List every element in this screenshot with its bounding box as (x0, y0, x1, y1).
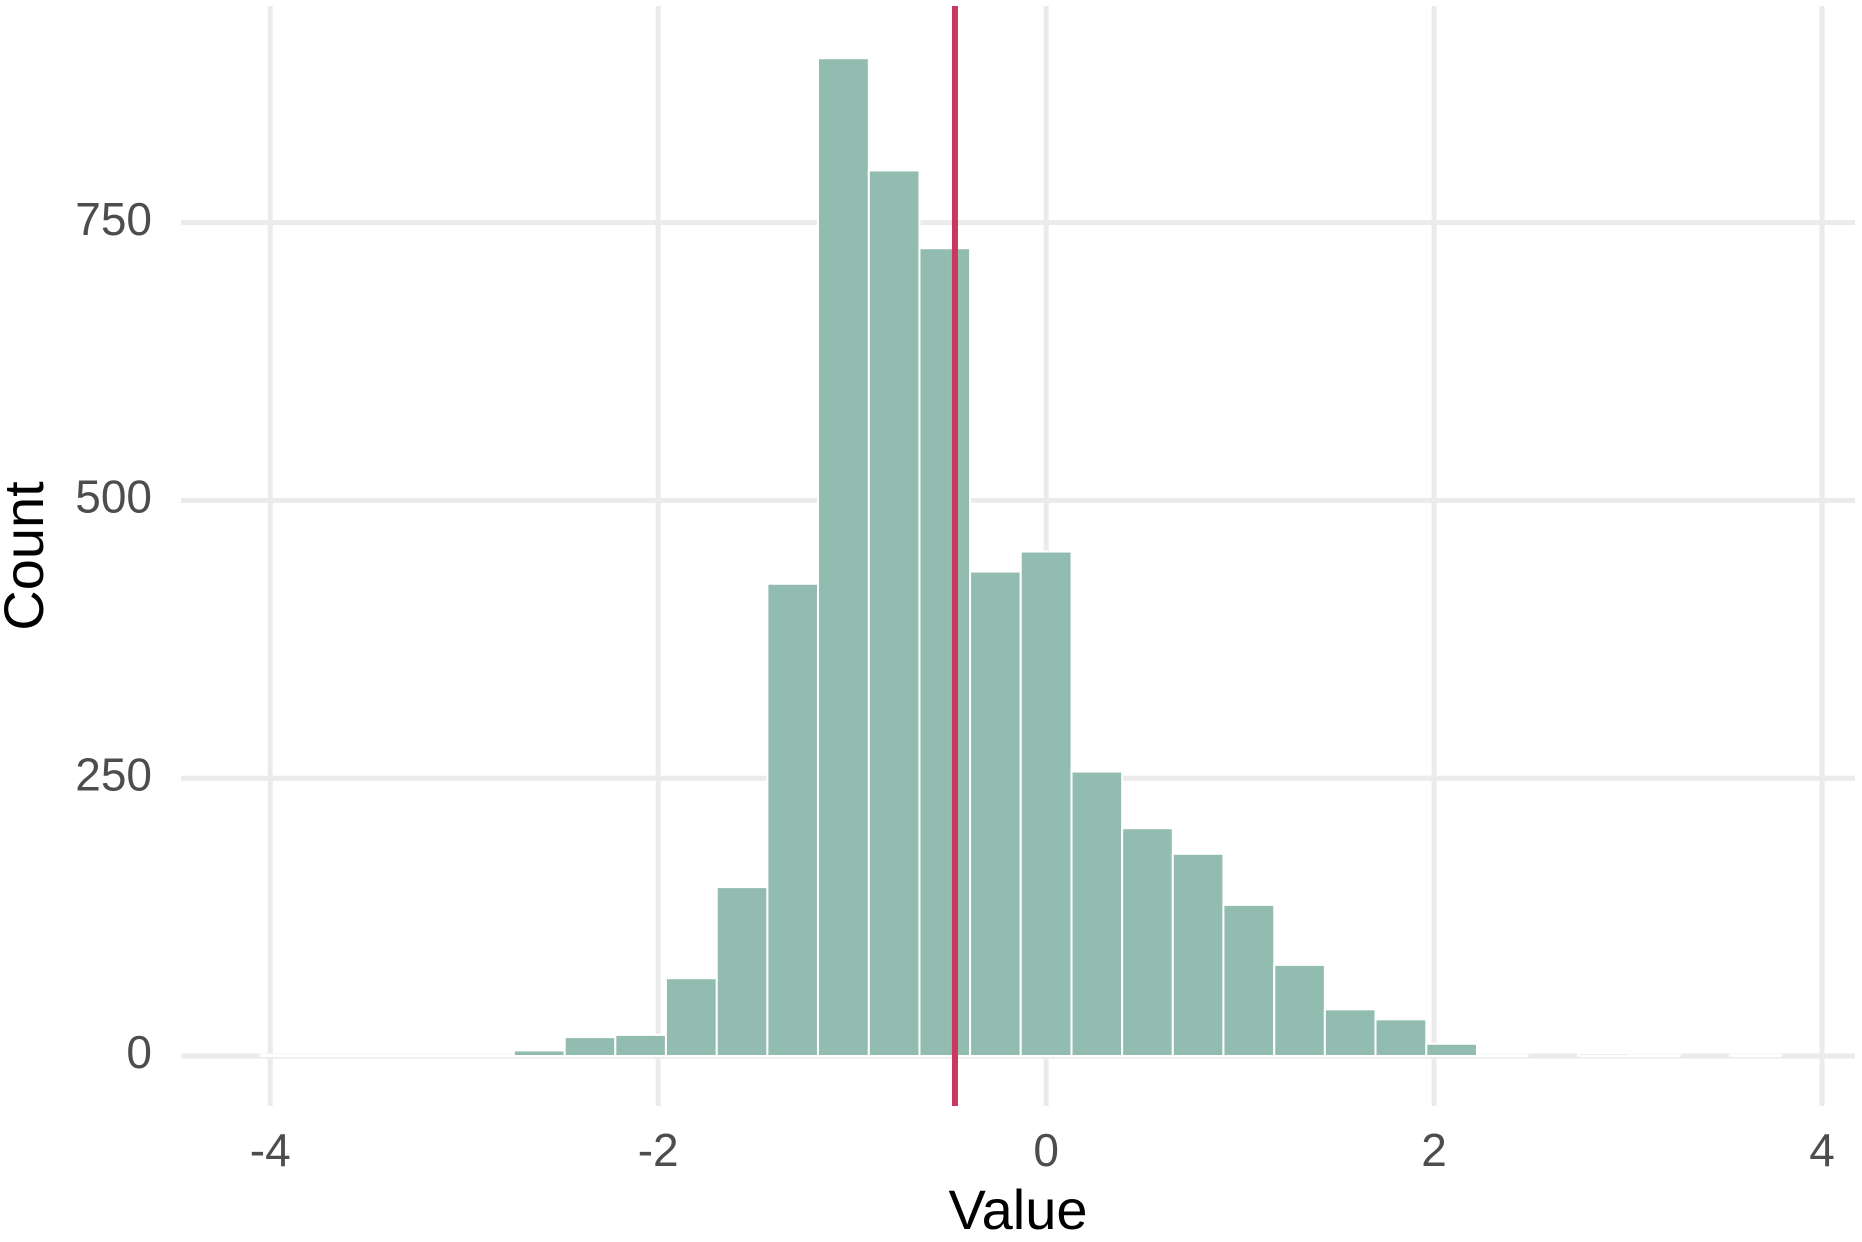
bar (1323, 1008, 1377, 1057)
bar (867, 169, 921, 1057)
x-tick-label: -2 (638, 1124, 679, 1176)
y-tick-label: 0 (126, 1026, 152, 1078)
bar (1222, 903, 1276, 1058)
bar (1019, 550, 1073, 1057)
y-tick-label: 500 (75, 471, 152, 523)
bar (1171, 852, 1225, 1057)
grid (181, 6, 1855, 1106)
bar (1070, 770, 1124, 1057)
bar (259, 1053, 313, 1058)
x-tick-label: 4 (1809, 1124, 1835, 1176)
bars (259, 6, 1783, 1106)
x-tick-label: -4 (250, 1124, 291, 1176)
bar (310, 1053, 363, 1058)
bar (1475, 1053, 1529, 1058)
x-tick-label: 0 (1033, 1124, 1059, 1176)
bar (360, 1053, 414, 1058)
y-axis-title: Count (0, 481, 55, 631)
x-tick-label: 2 (1421, 1124, 1447, 1176)
bar (563, 1036, 617, 1057)
bar (614, 1033, 667, 1058)
bar (411, 1053, 465, 1058)
bar (817, 57, 870, 1057)
x-axis-title: Value (948, 1178, 1087, 1241)
bar (1121, 827, 1174, 1057)
y-tick-label: 250 (75, 748, 152, 800)
labels: Value Count 0 250 500 750 -4 -2 0 2 4 (0, 193, 1835, 1241)
bar (715, 886, 769, 1057)
bar (1729, 1053, 1783, 1058)
bar (512, 1049, 566, 1058)
bar (969, 570, 1022, 1057)
bar (766, 582, 820, 1057)
bar (1425, 1042, 1478, 1058)
y-tick-label: 750 (75, 193, 152, 245)
bar (918, 247, 972, 1057)
bar (1577, 1052, 1631, 1058)
bar (1374, 1018, 1428, 1057)
bar (1628, 1053, 1681, 1058)
bar (1273, 963, 1326, 1058)
bar (462, 1053, 515, 1058)
bar (664, 977, 718, 1058)
